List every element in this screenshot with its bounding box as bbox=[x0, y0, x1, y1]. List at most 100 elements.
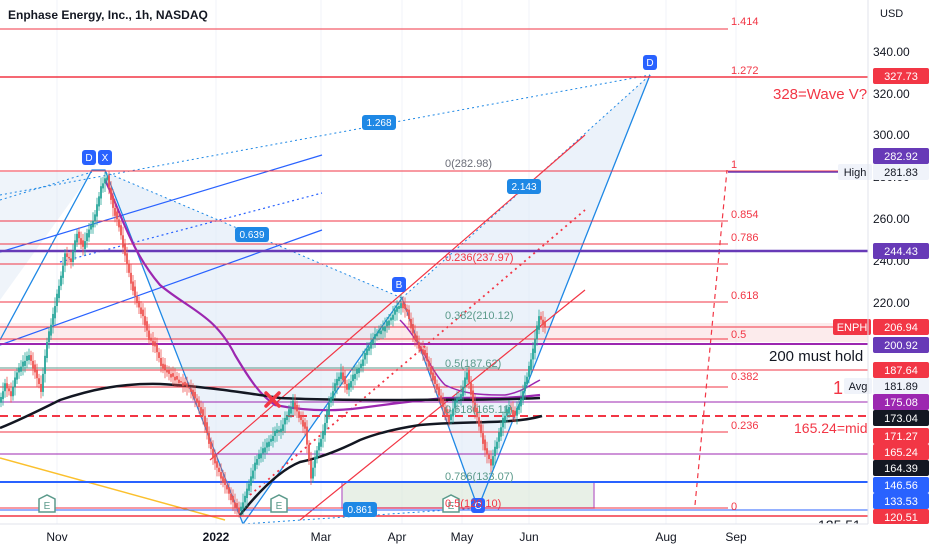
candle-body bbox=[370, 342, 372, 349]
time-tick: Apr bbox=[388, 530, 407, 544]
ratio-tag-label: 0.639 bbox=[239, 230, 264, 241]
price-badge bbox=[873, 460, 929, 476]
candle-body bbox=[282, 424, 284, 431]
candle-body bbox=[506, 409, 508, 416]
candle-body bbox=[326, 410, 328, 423]
candle-body bbox=[182, 382, 184, 387]
candle-body bbox=[496, 441, 498, 449]
candle-body bbox=[422, 349, 424, 355]
candle-body bbox=[32, 360, 34, 369]
annotation-one: 1 bbox=[833, 378, 843, 398]
candle-body bbox=[210, 441, 212, 449]
candles[interactable] bbox=[0, 171, 546, 518]
ratio-tags[interactable]: 1.268 0.639 2.143 0.861 bbox=[235, 115, 541, 517]
retracement-label: 0(282.98) bbox=[445, 158, 492, 170]
price-badge bbox=[873, 444, 929, 460]
pattern-triangle-xab bbox=[105, 172, 402, 524]
candle-body bbox=[520, 398, 522, 407]
candle-body bbox=[142, 309, 144, 317]
candle-body bbox=[72, 251, 74, 262]
price-badge bbox=[873, 337, 929, 353]
candle-body bbox=[54, 306, 56, 319]
annotations: 328=Wave V? 200 must hold 165.24=mid 1 bbox=[769, 86, 868, 436]
candle-body bbox=[364, 352, 366, 360]
earnings-marker-label: E bbox=[276, 501, 283, 512]
candle-body bbox=[452, 408, 454, 417]
price-badge bbox=[873, 68, 929, 84]
pattern-points[interactable]: D X B C D bbox=[82, 55, 657, 513]
candle-body bbox=[444, 407, 446, 414]
candle-body bbox=[226, 485, 228, 490]
ratio-tag-label: 0.861 bbox=[347, 505, 372, 516]
projection-line bbox=[694, 169, 728, 506]
candle-body bbox=[482, 433, 484, 444]
candle-body bbox=[278, 430, 280, 432]
candle-body bbox=[362, 359, 364, 366]
price-badge-value: 181.89 bbox=[884, 381, 918, 393]
candle-body bbox=[450, 414, 452, 421]
ratio-tag bbox=[362, 115, 396, 130]
retracement-label: 0.786(133.07) bbox=[445, 471, 514, 483]
price-badge bbox=[873, 410, 929, 426]
earnings-marker-label: E bbox=[44, 501, 51, 512]
candle-body bbox=[262, 448, 264, 454]
candle-body bbox=[266, 442, 268, 448]
candle-body bbox=[304, 422, 306, 429]
earnings-markers[interactable]: E E E E bbox=[38, 494, 460, 513]
candle-body bbox=[132, 281, 134, 291]
candle-body bbox=[390, 317, 392, 321]
candle-body bbox=[446, 409, 448, 416]
price-badge-value: 133.53 bbox=[884, 496, 918, 508]
candle-body bbox=[286, 415, 288, 421]
candle-body bbox=[36, 370, 38, 379]
pattern-triangle-left bbox=[0, 172, 92, 300]
candle-body bbox=[360, 363, 362, 369]
candle-body bbox=[0, 396, 2, 403]
candle-body bbox=[112, 195, 114, 208]
candle-body bbox=[46, 342, 48, 358]
candle-body bbox=[176, 376, 178, 380]
candle-body bbox=[532, 348, 534, 360]
candle-body bbox=[76, 233, 78, 243]
candle-body bbox=[160, 357, 162, 366]
candle-body bbox=[40, 383, 42, 392]
candle-body bbox=[82, 240, 84, 247]
candle-body bbox=[212, 448, 214, 459]
candle-body bbox=[230, 493, 232, 501]
candle-body bbox=[424, 350, 426, 356]
candle-body bbox=[6, 383, 8, 389]
candle-body bbox=[464, 377, 466, 387]
time-axis[interactable]: Nov 2022 Mar Apr May Jun Aug Sep bbox=[0, 523, 868, 550]
price-badge-value: 165.24 bbox=[884, 447, 918, 459]
candle-body bbox=[158, 352, 160, 358]
candle-body bbox=[102, 183, 104, 189]
candle-body bbox=[52, 313, 54, 325]
candle-body bbox=[42, 373, 44, 392]
candle-body bbox=[470, 382, 472, 395]
candle-body bbox=[372, 339, 374, 345]
candle-body bbox=[178, 379, 180, 384]
candle-body bbox=[14, 377, 16, 387]
earnings-marker bbox=[38, 494, 56, 513]
candle-body bbox=[28, 355, 30, 361]
candle-body bbox=[468, 370, 470, 383]
candle-body bbox=[420, 346, 422, 350]
candle-body bbox=[250, 476, 252, 486]
candle-body bbox=[384, 326, 386, 332]
chart-title: Enphase Energy, Inc., 1h, NASDAQ bbox=[8, 8, 208, 22]
candle-body bbox=[190, 388, 192, 392]
candle-body bbox=[138, 300, 140, 308]
candle-body bbox=[332, 391, 334, 400]
candle-body bbox=[68, 256, 70, 259]
candle-body bbox=[186, 383, 188, 387]
fib-label: 0.236 bbox=[731, 420, 759, 432]
candle-body bbox=[380, 330, 382, 335]
pattern-point-d1 bbox=[82, 150, 96, 165]
candle-body bbox=[228, 487, 230, 494]
fib-label: 1 bbox=[731, 159, 737, 171]
plot-area[interactable] bbox=[0, 0, 868, 524]
pattern-point-x-label: X bbox=[102, 153, 109, 164]
candle-body bbox=[418, 342, 420, 349]
candle-body bbox=[84, 241, 86, 250]
